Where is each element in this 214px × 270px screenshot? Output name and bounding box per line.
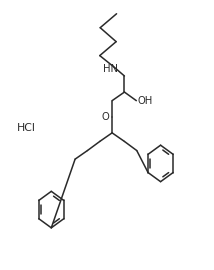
Text: OH: OH — [138, 96, 153, 106]
Text: O: O — [101, 112, 109, 122]
Text: HCl: HCl — [17, 123, 36, 133]
Text: HN: HN — [103, 64, 118, 74]
